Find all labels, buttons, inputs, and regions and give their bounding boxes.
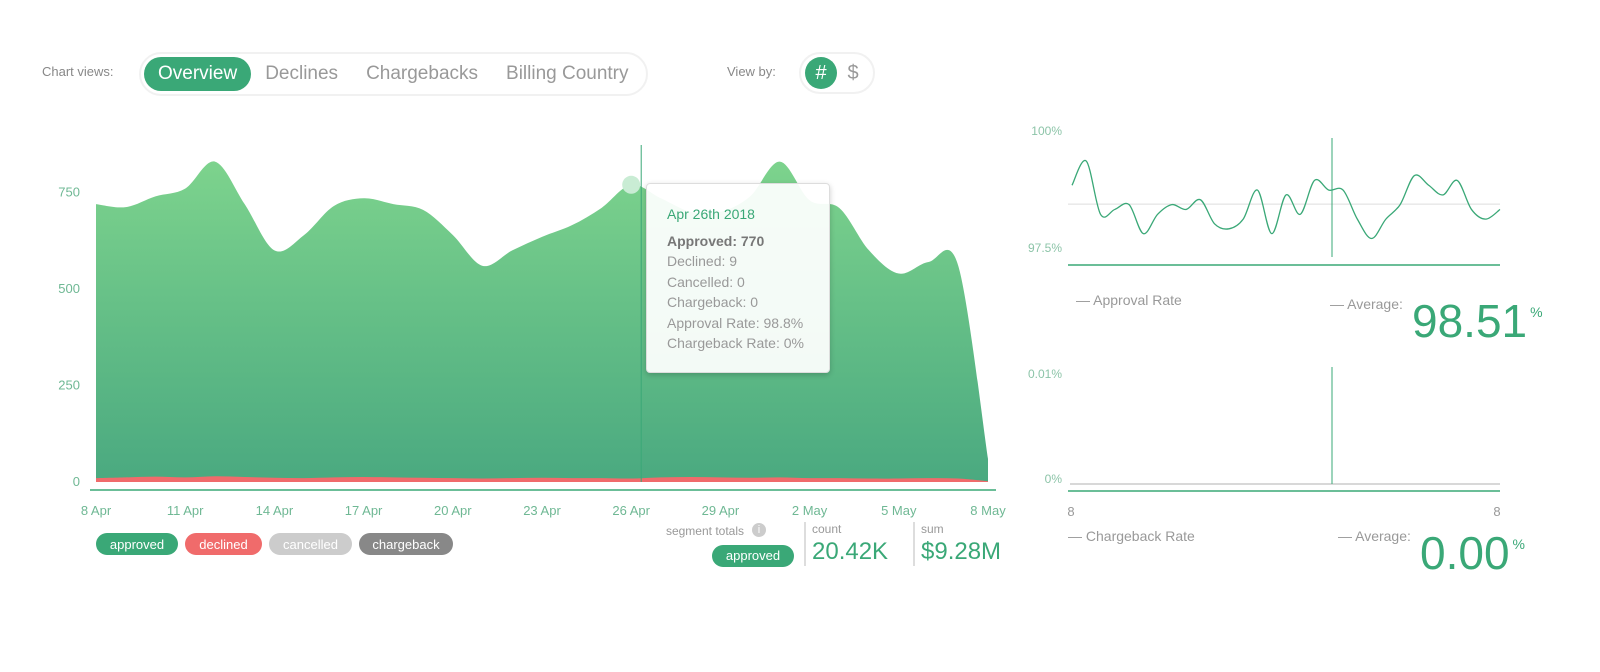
divider [913, 522, 915, 566]
y-tick-label: 0% [1045, 472, 1063, 486]
chargeback-average-label: — Average: [1338, 528, 1411, 544]
legend-chargeback[interactable]: chargeback [359, 533, 453, 555]
approval-rate-legend: — Approval Rate [1076, 292, 1182, 308]
divider [804, 522, 806, 566]
approval-average-unit: % [1530, 304, 1543, 320]
approval-average-label: — Average: [1330, 296, 1403, 312]
chargeback-average-value: 0.00 [1420, 527, 1510, 579]
x-tick-label: 29 Apr [702, 503, 740, 518]
x-tick-label: 20 Apr [434, 503, 472, 518]
view-by-label: View by: [727, 64, 776, 79]
tab-chargebacks[interactable]: Chargebacks [366, 63, 479, 84]
y-tick-label: 500 [58, 281, 80, 296]
tab-billing-country[interactable]: Billing Country [506, 63, 629, 84]
tab-overview[interactable]: Overview [144, 57, 252, 91]
approval-rate-line [1071, 159, 1501, 240]
tooltip-cancelled: Cancelled: 0 [667, 273, 745, 290]
x-tick-label: 26 Apr [612, 503, 650, 518]
x-tick-label: 8 [1493, 504, 1500, 519]
tooltip-chargeback: Chargeback: 0 [667, 294, 759, 310]
approval-average-value: 98.51 [1412, 295, 1528, 347]
chart-views-label: Chart views: [42, 64, 114, 79]
view-by-amount-button[interactable]: $ [847, 61, 859, 84]
x-tick-label: 23 Apr [523, 503, 561, 518]
y-tick-label: 0.01% [1028, 367, 1062, 381]
y-tick-label: 100% [1031, 124, 1062, 138]
x-tick-label: 8 [1067, 504, 1074, 519]
legend-declined[interactable]: declined [185, 533, 262, 555]
x-tick-label: 8 May [970, 503, 1006, 518]
tooltip-approval-rate: Approval Rate: 98.8% [667, 314, 804, 331]
tooltip-chargeback-rate: Chargeback Rate: 0% [667, 335, 804, 351]
x-tick-label: 14 Apr [256, 503, 294, 518]
chargeback-rate-legend: — Chargeback Rate [1068, 528, 1195, 544]
legend-cancelled[interactable]: cancelled [269, 533, 352, 555]
tooltip: Apr 26th 2018 Approved: 770 Declined: 9 … [646, 183, 830, 373]
hover-point [622, 175, 641, 194]
tooltip-approved: Approved: 770 [667, 232, 765, 249]
x-tick-label: 2 May [792, 503, 828, 518]
view-by-toggle: # $ [799, 52, 875, 94]
x-tick-label: 17 Apr [345, 503, 383, 518]
chart-views-tabs: Overview Declines Chargebacks Billing Co… [139, 52, 648, 96]
approval-average: 98.51 % [1412, 296, 1543, 346]
sum-label: sum [921, 522, 944, 536]
chargeback-average-unit: % [1512, 536, 1525, 552]
tab-declines[interactable]: Declines [265, 63, 339, 84]
segment-totals-label: segment totals [665, 524, 744, 538]
legend-approved[interactable]: approved [96, 533, 178, 555]
count-value: 20.42K [812, 538, 889, 565]
tooltip-date: Apr 26th 2018 [667, 206, 755, 222]
y-tick-label: 0 [73, 474, 80, 489]
chargeback-average: 0.00 % [1420, 528, 1525, 578]
y-tick-label: 97.5% [1028, 241, 1062, 255]
sum-value: $9.28M [921, 538, 1002, 565]
segment-approved-badge[interactable]: approved [712, 545, 794, 567]
x-tick-label: 8 Apr [81, 503, 112, 518]
declined-area [96, 476, 988, 482]
tooltip-declined: Declined: 9 [667, 253, 738, 269]
view-by-count-button[interactable]: # [805, 57, 837, 89]
count-label: count [812, 522, 842, 536]
x-tick-label: 11 Apr [167, 503, 204, 518]
info-icon[interactable]: i [752, 523, 766, 537]
y-tick-label: 750 [58, 185, 80, 200]
y-tick-label: 250 [58, 378, 80, 393]
approved-area [96, 161, 988, 482]
x-tick-label: 5 May [881, 503, 917, 518]
